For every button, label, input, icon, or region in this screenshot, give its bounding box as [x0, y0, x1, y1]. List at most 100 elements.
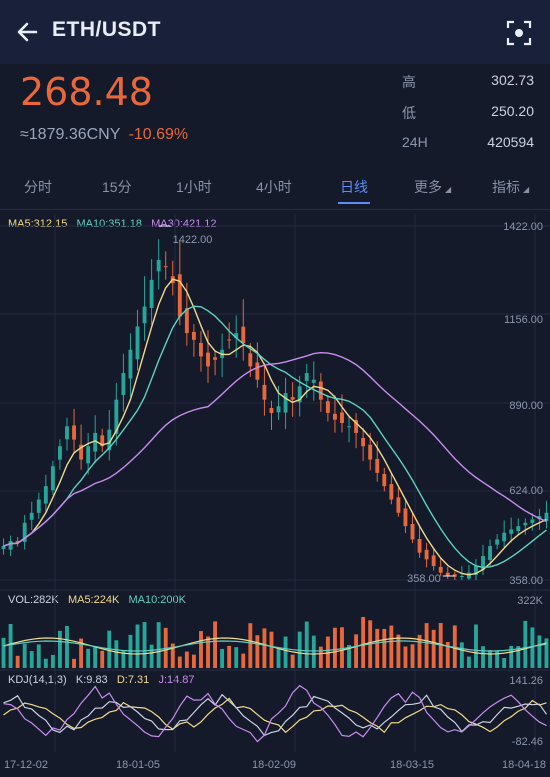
volume-bar	[424, 623, 429, 668]
volume-bar	[22, 643, 27, 668]
cny-price: ≈1879.36CNY -10.69%	[20, 126, 188, 144]
pair-title: ETH/USDT	[52, 18, 161, 41]
volume-bar	[50, 654, 55, 668]
volume-bar	[114, 640, 119, 668]
tab-4h[interactable]: 4小时	[256, 179, 292, 195]
candle-body	[163, 266, 168, 268]
volume-bar	[325, 636, 330, 668]
candle-body	[283, 393, 288, 413]
candle-body	[474, 566, 478, 575]
volume-bar	[488, 650, 493, 668]
low-annotation: 358.00	[407, 573, 441, 585]
volume-bar	[213, 621, 218, 668]
volume-bar	[481, 646, 485, 668]
volume-bar	[191, 654, 196, 668]
candle-body	[361, 437, 366, 447]
y-tick-label: 1156.00	[504, 314, 543, 326]
volume-bar	[530, 627, 535, 668]
candle-body	[65, 426, 69, 440]
top-bar: ETH/USDT	[0, 0, 550, 64]
volume-bar	[57, 630, 62, 668]
stat-low-label: 低	[402, 105, 416, 121]
ma10-line	[3, 305, 547, 569]
volume-bar	[304, 621, 309, 668]
candle-body	[114, 399, 119, 434]
volume-bar	[142, 622, 147, 668]
candle-body	[149, 279, 154, 308]
legend-vol: VOL:282K	[8, 594, 59, 606]
y-tick-label: 1422.00	[503, 221, 543, 233]
candle-body	[410, 523, 415, 540]
volume-bar	[332, 627, 337, 668]
kdj-tick-label: -82.46	[512, 736, 543, 748]
volume-bar	[184, 651, 189, 668]
volume-bar	[241, 653, 246, 668]
volume-bar	[459, 642, 464, 668]
volume-bar	[311, 635, 316, 668]
y-tick-label: 624.00	[509, 485, 543, 497]
y-tick-label: 358.00	[509, 575, 543, 587]
tab-timeline[interactable]: 分时	[24, 179, 52, 195]
volume-bar	[36, 644, 41, 668]
volume-bar	[396, 634, 401, 668]
volume-bar	[255, 635, 260, 668]
candle-body	[121, 373, 126, 396]
legend-ma5: MA5:312.15	[8, 218, 68, 230]
volume-bar	[431, 629, 436, 668]
kdj-k-line	[3, 693, 547, 737]
volume-bar	[65, 625, 69, 668]
kdj-legend: KDJ(14,1,3) K:9.83 D:7.31 J:14.87	[8, 674, 195, 686]
candle-body	[29, 512, 34, 520]
cny-value: ≈1879.36CNY	[20, 126, 121, 143]
scan-icon[interactable]	[506, 20, 532, 46]
candle-body	[15, 541, 20, 543]
tab-daily[interactable]: 日线	[340, 179, 368, 195]
volume-bar	[156, 622, 161, 668]
stat-high-label: 高	[402, 74, 416, 90]
volume-bar	[354, 634, 359, 668]
candle-body	[340, 412, 344, 423]
last-price: 268.48	[20, 70, 153, 114]
candle-body	[304, 373, 309, 381]
volume-bar	[170, 643, 175, 668]
volume-bar	[227, 645, 232, 668]
candle-body	[100, 435, 105, 447]
tab-15m[interactable]: 15分	[102, 179, 132, 195]
candle-body	[262, 384, 267, 400]
change-percent: -10.69%	[128, 126, 189, 143]
volume-bar	[417, 634, 422, 668]
candle-body	[297, 386, 302, 403]
tab-more[interactable]: 更多 ◢	[414, 177, 451, 197]
volume-bar	[220, 648, 225, 668]
vol-ma5-line	[3, 637, 547, 655]
arrow-left-icon[interactable]	[14, 18, 42, 46]
candle-body	[332, 413, 337, 420]
volume-bar	[276, 648, 281, 668]
volume-bar	[15, 655, 20, 668]
volume-bar	[452, 625, 457, 668]
candle-body	[481, 556, 485, 570]
x-tick-label: 18-03-15	[390, 759, 434, 771]
volume-bar	[340, 627, 344, 668]
candle-body	[248, 353, 253, 367]
kdj-j-line	[3, 684, 547, 743]
x-tick-label: 17-12-02	[4, 759, 48, 771]
volume-bar	[537, 635, 542, 668]
tab-indicators[interactable]: 指标 ◢	[492, 177, 529, 197]
volume-bar	[544, 638, 549, 668]
volume-bar	[135, 624, 140, 668]
candle-body	[544, 512, 549, 521]
candle-body	[276, 406, 281, 413]
volume-bar	[466, 656, 471, 668]
candle-body	[382, 473, 387, 487]
x-tick-label: 18-02-09	[252, 759, 296, 771]
candle-body	[417, 538, 422, 553]
tab-1h[interactable]: 1小时	[176, 179, 212, 195]
volume-bar	[248, 623, 253, 668]
candle-body	[227, 339, 232, 341]
candle-body	[445, 572, 450, 577]
volume-bar	[199, 631, 203, 668]
main-legend: MA5:312.15 MA10:351.18 MA30:421.12	[8, 218, 217, 230]
volume-bar	[389, 625, 394, 668]
